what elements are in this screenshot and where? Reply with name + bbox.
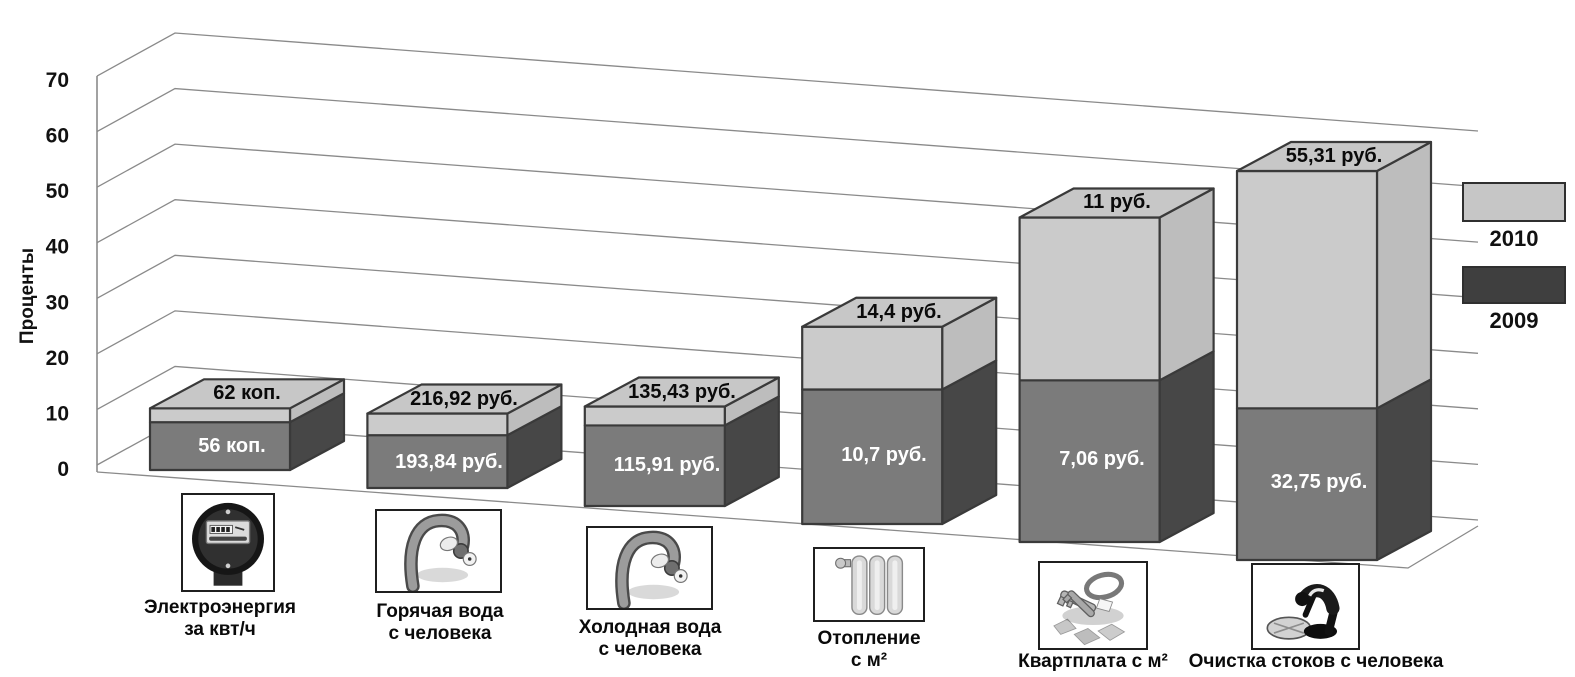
bar-value-2010-3: 14,4 руб. xyxy=(856,301,941,323)
bar-value-2010-0: 62 коп. xyxy=(213,382,280,404)
category-label-electricity: Электроэнергия за квт/ч xyxy=(143,597,297,640)
bar-value-2009-2: 115,91 руб. xyxy=(614,454,721,476)
radiator-icon xyxy=(835,555,904,616)
legend-label-2010: 2010 xyxy=(1489,226,1539,251)
y-tick-label: 40 xyxy=(46,236,69,259)
gridline xyxy=(96,87,1479,188)
cold-water-tap-icon xyxy=(615,530,688,608)
bar-side-2009-4 xyxy=(1158,350,1215,544)
category-icon-box xyxy=(181,493,275,592)
bar-value-2010-1: 216,92 руб. xyxy=(410,388,518,410)
bar-value-2010-5: 55,31 руб. xyxy=(1286,145,1383,167)
bar-value-2009-3: 10,7 руб. xyxy=(841,444,926,466)
category-icon-box xyxy=(586,526,713,610)
category-label-sewage: Очистка стоков с человека xyxy=(1188,651,1444,672)
bar-top-0 xyxy=(148,378,346,410)
bar-side-2010-5 xyxy=(1375,140,1433,410)
bar-segment-2010-3 xyxy=(801,325,944,391)
category-label-heating: Отопление с м² xyxy=(817,628,921,671)
category-label-rent: Квартплата с м² xyxy=(1018,651,1168,672)
bar-side-2010-4 xyxy=(1158,187,1215,382)
y-tick-label: 60 xyxy=(46,125,69,148)
category-label-hot-water: Горячая вода с человека xyxy=(376,601,504,644)
y-tick-label: 50 xyxy=(46,180,69,203)
bar-segment-2010-0 xyxy=(148,407,292,424)
y-tick-label: 10 xyxy=(46,402,69,425)
keys-icon xyxy=(1053,571,1126,646)
category-label-cold-water: Холодная вода с человека xyxy=(578,617,722,660)
bar-segment-2009-0 xyxy=(148,421,292,472)
bar-value-2010-2: 135,43 руб. xyxy=(628,381,736,403)
electric-meter-icon xyxy=(192,502,264,586)
bar-segment-2010-5 xyxy=(1235,169,1379,410)
bar-segment-2009-5 xyxy=(1235,407,1379,562)
bar-value-2009-4: 7,06 руб. xyxy=(1059,448,1144,470)
legend-swatch-2009 xyxy=(1462,266,1566,304)
bar-segment-2010-1 xyxy=(366,412,509,437)
bar-value-2009-5: 32,75 руб. xyxy=(1271,471,1368,493)
bar-segment-2010-2 xyxy=(583,405,726,427)
sewage-worker-icon xyxy=(1266,584,1340,640)
bar-segment-2010-4 xyxy=(1018,216,1161,382)
bar-segment-2009-3 xyxy=(801,388,944,526)
hot-water-tap-icon xyxy=(404,513,477,591)
category-icon-box xyxy=(375,509,502,593)
y-tick-label: 20 xyxy=(46,347,69,370)
y-axis-title: Проценты xyxy=(17,247,38,345)
category-icon-box xyxy=(1251,563,1360,650)
y-tick-label: 70 xyxy=(46,69,69,92)
category-icon-box xyxy=(1038,561,1148,650)
legend-label-2009: 2009 xyxy=(1489,308,1539,333)
bar-segment-2009-4 xyxy=(1018,379,1161,544)
gridline xyxy=(96,32,1479,132)
bar-segment-2009-2 xyxy=(583,424,726,508)
bar-value-2009-0: 56 коп. xyxy=(198,435,265,457)
bar-top-4 xyxy=(1018,187,1215,219)
y-tick-label: 0 xyxy=(57,458,69,481)
bar-side-2009-5 xyxy=(1375,378,1433,562)
bar-segment-2009-1 xyxy=(366,434,509,490)
bar-top-2 xyxy=(583,376,780,408)
bar-top-5 xyxy=(1235,140,1433,173)
bar-value-2010-4: 11 руб. xyxy=(1083,191,1151,213)
bar-top-3 xyxy=(801,296,998,328)
bar-top-1 xyxy=(366,383,563,415)
legend-swatch-2010 xyxy=(1462,182,1566,222)
floor-edge xyxy=(96,471,1479,569)
category-icon-box xyxy=(813,547,925,622)
y-tick-label: 30 xyxy=(46,291,69,314)
bar-value-2009-1: 193,84 руб. xyxy=(395,451,503,473)
